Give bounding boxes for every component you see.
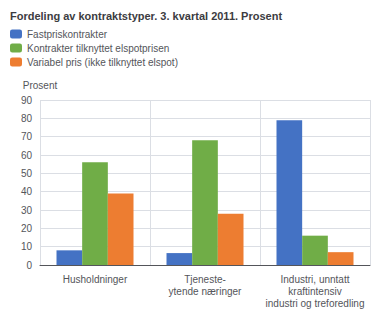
svg-text:kraftintensiv: kraftintensiv [288,286,341,297]
svg-text:Fordeling av kontraktstyper. 3: Fordeling av kontraktstyper. 3. kvartal … [10,10,282,22]
svg-text:50: 50 [21,168,33,179]
svg-text:0: 0 [26,260,32,271]
svg-text:Prosent: Prosent [23,80,58,91]
svg-text:80: 80 [21,113,33,124]
svg-text:Fastpriskontrakter: Fastpriskontrakter [27,29,108,40]
svg-text:90: 90 [21,95,33,106]
svg-text:20: 20 [21,223,33,234]
svg-text:10: 10 [21,241,33,252]
svg-text:ytende næringer: ytende næringer [169,286,242,297]
svg-text:Variabel pris (ikke tilknyttet: Variabel pris (ikke tilknyttet elspot) [27,57,178,68]
svg-text:70: 70 [21,131,33,142]
svg-text:Industri, unntatt: Industri, unntatt [281,274,350,285]
svg-text:industri og treforedling: industri og treforedling [266,298,365,309]
svg-text:40: 40 [21,186,33,197]
svg-text:Kontrakter tilknyttet elspotpr: Kontrakter tilknyttet elspotprisen [27,43,169,54]
svg-text:60: 60 [21,150,33,161]
svg-text:Tjeneste-: Tjeneste- [184,274,226,285]
svg-text:Husholdninger: Husholdninger [63,274,128,285]
svg-text:30: 30 [21,205,33,216]
